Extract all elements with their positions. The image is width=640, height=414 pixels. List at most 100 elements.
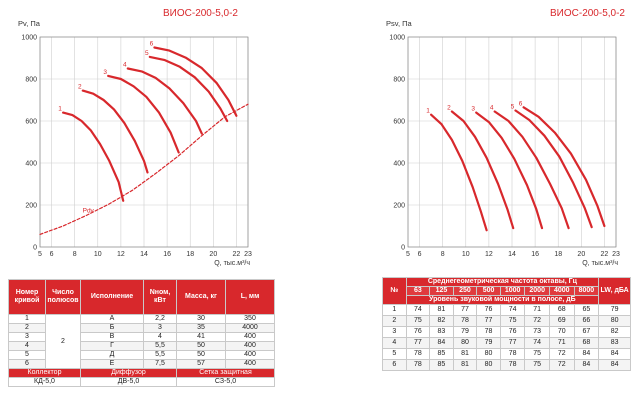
accessory-value-row: КД-5,0 ДВ-5,0 СЗ-5,0 [8,377,275,387]
cell: 74 [524,337,550,349]
cell: 2 [382,315,407,327]
cell: 80 [598,315,631,327]
cell: 73 [524,326,550,338]
cell: 50 [176,350,226,360]
series-line-5 [148,55,229,123]
cell: 80 [452,337,478,349]
accessory-grid-label: Сетка защитная [176,368,275,378]
accessory-header-row: Коллектор Диффузор Сетка защитная [8,368,275,378]
cell: 78 [476,326,501,338]
series-line-3 [107,74,180,154]
cell: 77 [499,337,526,349]
series-line-4 [493,110,570,230]
cell: 350 [225,314,275,324]
cell: 81 [452,348,478,360]
cell: 35 [176,323,226,333]
y-axis-label: Psv, Па [386,19,413,28]
cell: Г [80,341,144,351]
x-tick-label: 16 [163,251,171,258]
cell: 81 [429,304,454,316]
cell: 5,5 [143,350,177,360]
cell: 83 [429,326,454,338]
cell: 50 [176,341,226,351]
x-tick-label: 20 [209,251,217,258]
cell: 82 [429,315,454,327]
cell: 3 [143,323,177,333]
cell: 84 [598,359,631,371]
table-row: 1 2 А 2,2 30 350 [8,314,275,369]
freq-63: 63 [405,286,431,296]
cell: 74 [405,304,431,316]
cell: 3 [8,332,46,342]
col-length: L, мм [225,279,275,315]
series-label: 5 [145,50,149,57]
table-row: 6 78 85 81 80 78 75 72 84 84 [382,359,631,371]
accessory-diffuser-value: ДВ-5,0 [80,377,177,387]
cell: 72 [524,315,550,327]
chart-title: ВИОС-200-5,0-2 [163,8,238,19]
accessory-collector-label: Коллектор [8,368,81,378]
x-tick-label: 16 [531,251,539,258]
y-tick-label: 1000 [389,35,405,42]
x-tick-label: 6 [418,251,422,258]
x-tick-label: 6 [50,251,54,258]
cell: 82 [598,326,631,338]
x-tick-label: 14 [508,251,516,258]
x-tick-label: 18 [186,251,194,258]
y-tick-label: 800 [393,77,405,84]
cell: 78 [452,315,478,327]
cell: Б [80,323,144,333]
x-tick-label: 23 [612,251,620,258]
cell: 79 [598,304,631,316]
x-tick-label: 8 [73,251,77,258]
y-tick-label: 600 [393,119,405,126]
cell: 69 [548,315,575,327]
accessory-grid-value: СЗ-5,0 [176,377,275,387]
cell: 400 [225,332,275,342]
cell: 76 [405,326,431,338]
freq-4000: 4000 [548,286,575,296]
cell: 83 [598,337,631,349]
table-row: 4 Г 5,5 50 400 [8,341,275,351]
cell: 400 [225,350,275,360]
series-line-2 [450,110,515,230]
cell: 75 [499,315,526,327]
cell: 6 [382,359,407,371]
x-tick-label: 12 [485,251,493,258]
x-tick-label: 18 [554,251,562,258]
cell: 80 [476,359,501,371]
plot-frame [39,36,249,248]
freq-125: 125 [429,286,454,296]
cell: 67 [573,326,600,338]
cell: 78 [499,359,526,371]
cell: 2 [8,323,46,333]
cell: 74 [499,304,526,316]
y-tick-label: 400 [393,161,405,168]
series-label: 1 [58,106,62,113]
cell: 5,5 [143,341,177,351]
col-curve-number: Номер кривой [8,279,46,315]
cell: 85 [429,348,454,360]
series-line-1 [61,111,125,202]
x-tick-label: 14 [140,251,148,258]
x-tick-label: 22 [601,251,609,258]
cell: 79 [452,326,478,338]
cell: 71 [524,304,550,316]
table-row: 2 Б 3 35 4000 [8,323,275,333]
cell: 2,2 [143,314,177,324]
series-line-6 [522,106,606,228]
x-tick-label: 8 [441,251,445,258]
cell: 72 [548,359,575,371]
cell: 41 [176,332,226,342]
y-tick-label: 600 [25,119,37,126]
col-lw: LW, дБА [598,277,631,305]
cell: 84 [573,359,600,371]
cell: 84 [573,348,600,360]
table-row: 2 75 82 78 77 75 72 69 66 80 [382,315,631,327]
freq-250: 250 [452,286,478,296]
cell: 3 [382,326,407,338]
cell: 80 [476,348,501,360]
cell: 78 [405,348,431,360]
y-tick-label: 200 [393,203,405,210]
